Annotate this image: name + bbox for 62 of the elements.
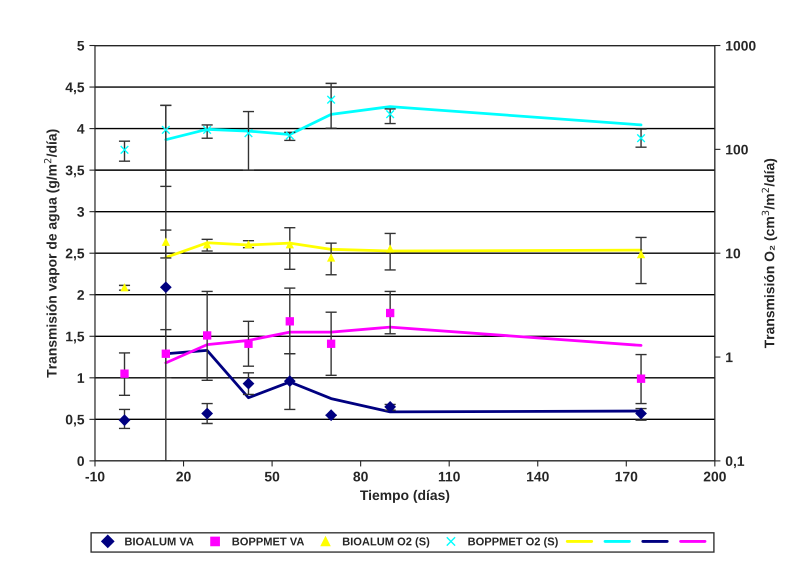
point <box>636 250 646 258</box>
point <box>242 378 254 390</box>
legend-label: BIOALUM O2 (S) <box>342 537 430 548</box>
point <box>244 240 253 248</box>
point <box>120 145 130 154</box>
legend-label: BIOALUM VA <box>125 538 194 546</box>
x-tick-label: -10 <box>85 472 104 482</box>
y-tick-label: 1 <box>78 373 84 383</box>
line-series <box>164 105 642 142</box>
y-tick-label: 0,5 <box>66 414 84 427</box>
y-tick-label: 5 <box>77 40 84 51</box>
y-tick-label: 3 <box>77 207 84 217</box>
point <box>286 240 294 248</box>
legend-label: BOPPMET VA <box>232 538 304 546</box>
y2-axis-title: Transmisión O₂ (cm$^{3}$/m$^{2}$/día) <box>762 158 778 348</box>
y2-tick-label: 1000 <box>726 40 756 51</box>
legend-label: BOPPMET O2 (S) <box>468 537 558 548</box>
y-tick-label: 4 <box>77 124 84 134</box>
point <box>636 374 646 383</box>
x-tick-label: 140 <box>527 472 549 482</box>
y-tick-label: 0 <box>77 456 84 466</box>
point <box>161 125 170 134</box>
point <box>325 409 338 422</box>
point <box>386 110 395 119</box>
y-tick-label: 2 <box>77 290 84 300</box>
x-tick-label: 20 <box>176 472 191 482</box>
point <box>326 95 336 104</box>
point <box>284 375 296 388</box>
y2-tick-label: 100 <box>726 144 748 155</box>
y2-tick-label: 1 <box>726 352 733 362</box>
point <box>162 238 170 246</box>
point <box>162 350 170 358</box>
line-series <box>164 326 642 364</box>
point <box>326 340 336 348</box>
y-tick-label: 3,5 <box>66 165 84 178</box>
x-tick-label: 80 <box>353 472 368 482</box>
point <box>118 414 130 426</box>
y-axis-title: Transmisión vapor de agua (g/m$^{2}$/día) <box>44 129 60 378</box>
point <box>386 244 394 253</box>
y-tick-label: 1,5 <box>66 332 84 344</box>
x-tick-label: 50 <box>264 472 280 482</box>
point <box>636 134 646 143</box>
point <box>202 125 212 134</box>
y2-tick-label: 0,1 <box>726 456 744 468</box>
point <box>244 340 253 348</box>
point <box>326 253 336 262</box>
point <box>201 408 214 420</box>
point <box>202 240 212 248</box>
point <box>202 331 212 340</box>
point <box>286 317 294 326</box>
y2-tick-label: 10 <box>726 248 740 258</box>
point <box>386 308 394 318</box>
y-tick-label: 4,5 <box>65 82 84 94</box>
x-tick-label: 200 <box>704 472 726 482</box>
point <box>120 369 129 378</box>
point <box>244 128 253 138</box>
x-tick-label: 110 <box>438 472 460 482</box>
y-tick-label: 2,5 <box>66 248 84 260</box>
point <box>120 283 129 292</box>
x-axis-title: Tiempo (días) <box>360 490 450 503</box>
x-tick-label: 170 <box>616 472 638 482</box>
point <box>160 281 172 294</box>
